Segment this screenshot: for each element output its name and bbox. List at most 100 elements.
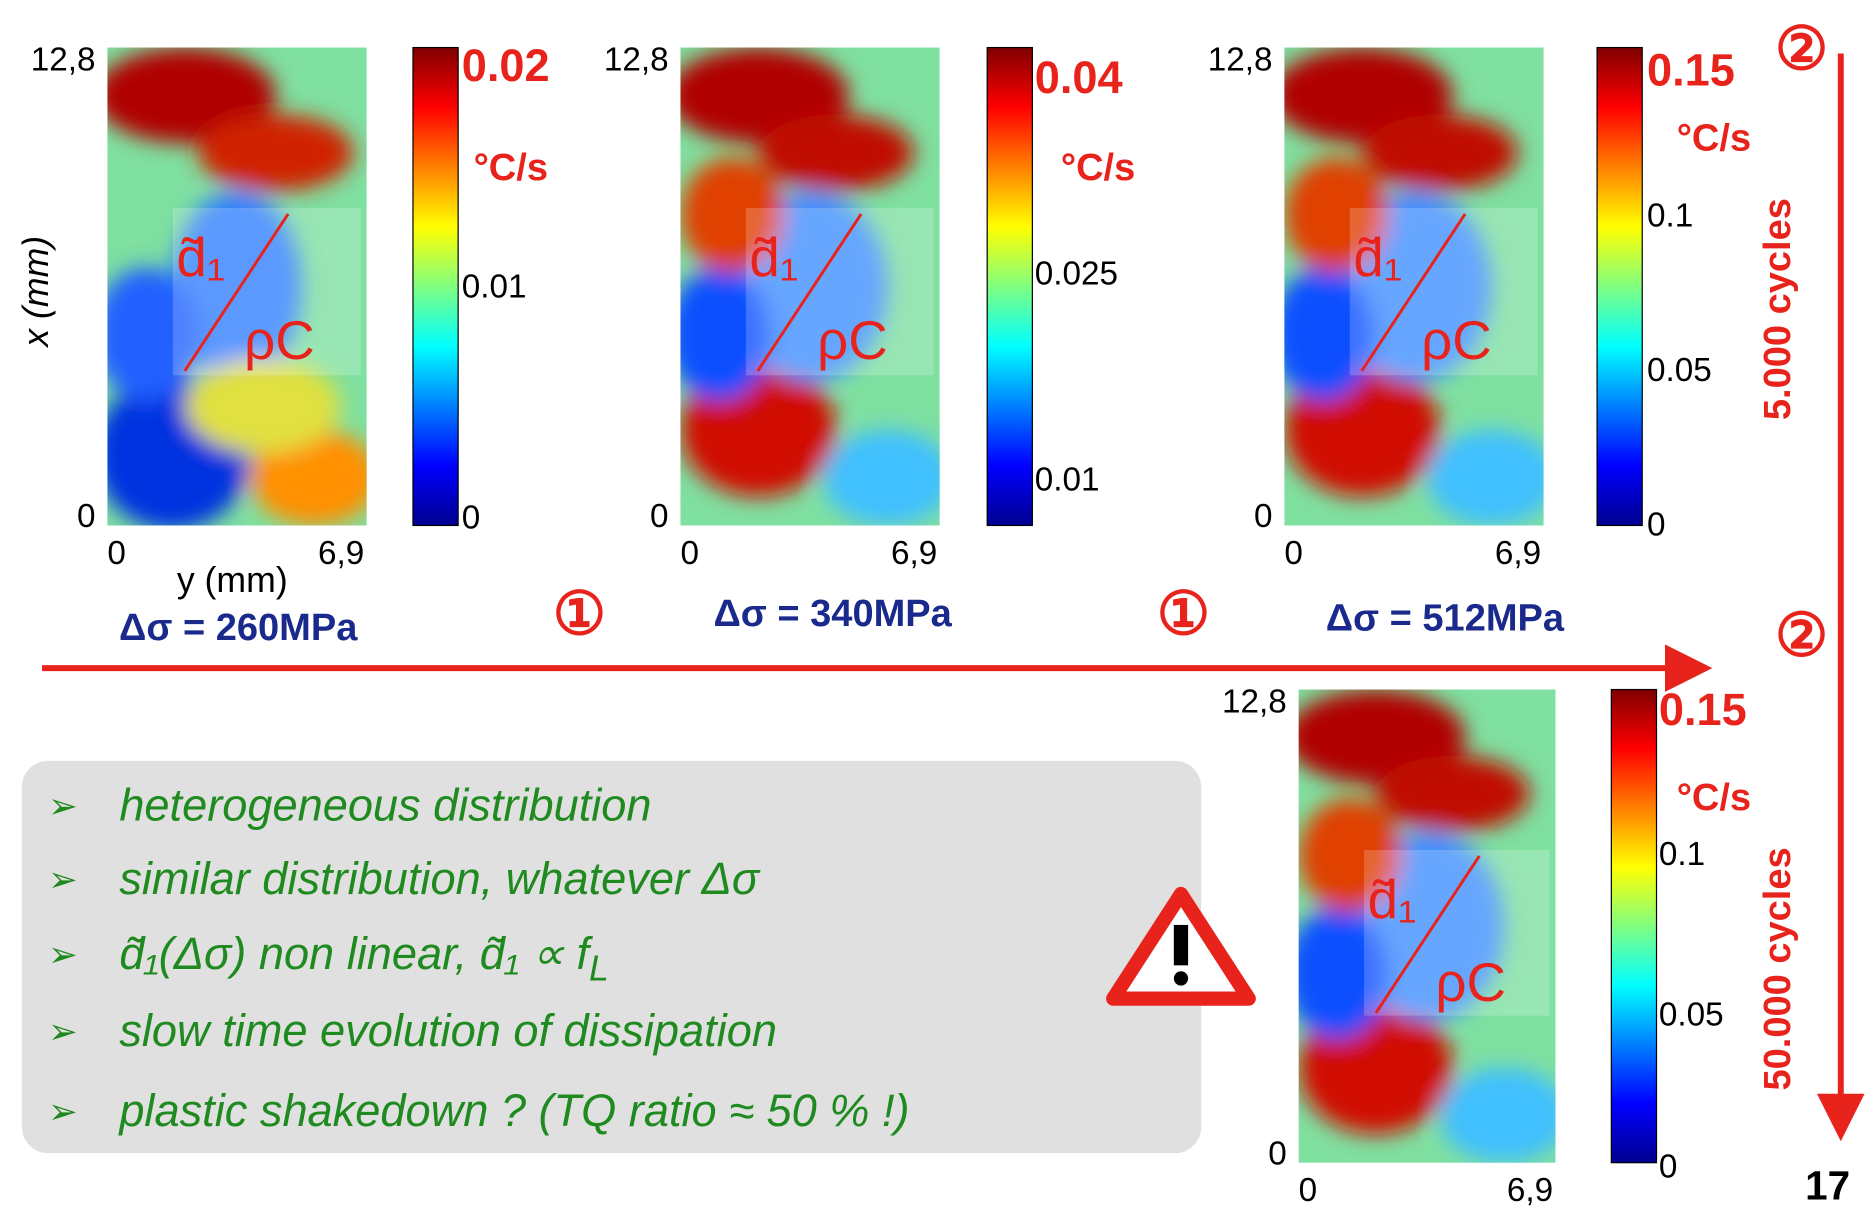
heat-blob: [680, 267, 772, 402]
colorbar-unit: °C/s: [1677, 117, 1751, 159]
bullet-text: heterogeneous distribution: [119, 779, 651, 830]
colorbar: [1610, 688, 1658, 1164]
colorbar: [1596, 46, 1643, 527]
colorbar-max: 0.04: [1035, 52, 1123, 103]
heat-blob: [107, 47, 276, 144]
colorbar-tick: 0: [1647, 506, 1666, 543]
overlay-box: [1364, 850, 1550, 1016]
heat-blob: [172, 190, 302, 383]
colorbar-tick: 0.01: [1035, 461, 1100, 498]
stress-label: Δσ = 512MPa: [1326, 598, 1565, 640]
heatmap-texture: [680, 47, 940, 526]
y-left-label: 0: [1284, 535, 1303, 572]
bullet-marker: ➢: [48, 934, 78, 974]
bullet-box: [21, 760, 1202, 1154]
y-right-label: 6,9: [1495, 535, 1541, 572]
stress-label: Δσ = 340MPa: [713, 593, 952, 635]
colorbar-unit: °C/s: [1061, 147, 1135, 189]
heat-blob: [823, 429, 940, 526]
colorbar-tick: 0.05: [1659, 996, 1724, 1033]
bullet-text: d̃₁(Δσ) non linear, d̃₁ ∝ fL: [119, 928, 609, 989]
x-bottom-label: 0: [1268, 1135, 1287, 1172]
overlay-box: [1349, 208, 1538, 376]
y-right-label: 6,9: [318, 535, 364, 572]
colorbar-tick: 0: [1659, 1148, 1678, 1185]
heat-blob: [1439, 1068, 1556, 1163]
colorbar-tick: 0.01: [462, 269, 527, 306]
overlay-box: [745, 208, 934, 376]
colorbar: [412, 46, 459, 527]
heat-blob: [680, 157, 785, 273]
colorbar-max: 0.15: [1659, 684, 1747, 735]
bullet-marker: ➢: [48, 786, 78, 826]
overlay-denominator: ρC: [244, 309, 315, 371]
colorbar-unit: °C/s: [474, 147, 548, 189]
overlay-numerator: d̃₁: [749, 226, 798, 288]
bullet-marker: ➢: [48, 860, 78, 900]
overlay-numerator: d̃₁: [1368, 868, 1417, 930]
colorbar-tick: 0: [462, 499, 481, 536]
colorbar-tick: 0.1: [1647, 197, 1693, 234]
heat-blob: [107, 267, 199, 402]
overlay-box: [172, 208, 361, 376]
y-left-label: 0: [107, 535, 126, 572]
x-bottom-label: 0: [650, 498, 669, 535]
heatmap-panel: d̃₁ ρC 12,8 00 6,9 0.04 °C/s 0.025 0.01 Δσ = 340M…: [604, 42, 1135, 635]
colorbar-tick: 0.05: [1647, 352, 1712, 389]
bullet-text: plastic shakedown ? (TQ ratio ≈ 50 % !): [117, 1085, 909, 1136]
heat-blob: [1298, 907, 1389, 1040]
heat-blob: [1298, 798, 1402, 912]
overlay-denominator: ρC: [1421, 309, 1492, 371]
step-one: ①: [553, 580, 606, 647]
y-right-label: 6,9: [1507, 1172, 1553, 1209]
bullet-subscript: L: [589, 949, 609, 989]
heat-blob: [758, 114, 914, 191]
warning-icon: [1106, 886, 1256, 1006]
cycles-label: 50.000 cycles: [1757, 847, 1799, 1090]
colorbar-max: 0.02: [462, 40, 550, 91]
overlay-denominator: ρC: [817, 309, 888, 371]
heat-blob: [1426, 429, 1544, 526]
colorbar-max: 0.15: [1647, 45, 1735, 96]
heat-blob: [1284, 157, 1389, 273]
overlay-slash: [756, 213, 863, 372]
y-left-label: 0: [1299, 1172, 1318, 1209]
heat-blob: [198, 114, 354, 191]
bullet-marker: ➢: [48, 1091, 78, 1131]
heat-blob: [1375, 755, 1530, 832]
y-right-label: 6,9: [891, 535, 937, 572]
y-left-label: 0: [680, 535, 699, 572]
step-one: ①: [1157, 580, 1210, 647]
x-top-label: 12,8: [1208, 42, 1273, 79]
x-bottom-label: 0: [77, 498, 96, 535]
bullet-text: slow time evolution of dissipation: [119, 1005, 777, 1056]
heat-blob: [1284, 267, 1376, 402]
overlay-denominator: ρC: [1435, 951, 1506, 1013]
x-top-label: 12,8: [31, 42, 96, 79]
heatmap-texture: [107, 47, 367, 526]
colorbar-unit: °C/s: [1677, 777, 1751, 819]
stress-label: Δσ = 260MPa: [119, 607, 358, 649]
heatmap-texture: [1284, 47, 1544, 526]
x-bottom-label: 0: [1254, 498, 1273, 535]
overlay-numerator: d̃₁: [176, 226, 225, 288]
heat-blob: [250, 429, 367, 526]
colorbar-tick: 0.025: [1035, 256, 1118, 293]
overlay-numerator: d̃₁: [1353, 226, 1402, 288]
y-axis-label: y (mm): [177, 560, 288, 600]
bullet-text: similar distribution, whatever Δσ: [119, 853, 761, 904]
step-two: ②: [1775, 15, 1828, 82]
overlay-slash: [1374, 855, 1481, 1014]
page-number: 17: [1805, 1163, 1850, 1209]
heat-blob: [1362, 114, 1518, 191]
x-top-label: 12,8: [1222, 684, 1287, 721]
x-axis-label: x (mm): [16, 236, 56, 349]
overlay-slash: [183, 213, 290, 372]
x-top-label: 12,8: [604, 42, 669, 79]
cycles-label: 5.000 cycles: [1757, 198, 1799, 420]
overlay-slash: [1360, 213, 1467, 372]
